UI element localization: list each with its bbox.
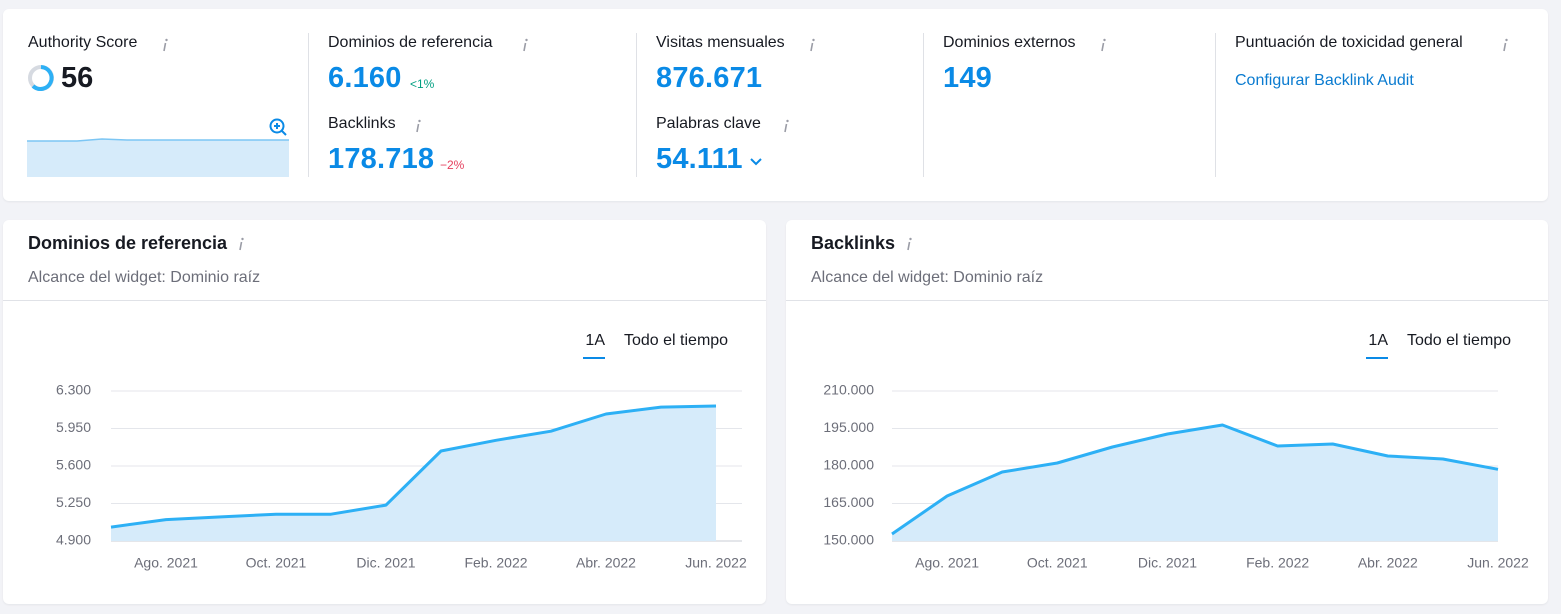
- chart: 4.900 5.250 5.600 5.950 6.300 Ago. 2021 Oct. 2…: [56, 382, 747, 571]
- info-icon[interactable]: [161, 38, 169, 52]
- chart: 150.000 165.000 180.000 195.000 210.000 Ago. …: [823, 382, 1529, 571]
- y-tick-label: 5.250: [56, 494, 91, 510]
- metric-label: Palabras clave: [656, 115, 761, 132]
- x-tick-label: Feb. 2022: [464, 555, 527, 571]
- range-option[interactable]: Todo el tiempo: [1407, 332, 1512, 349]
- chart-title: Dominios de referencia: [28, 233, 228, 253]
- range-option[interactable]: Todo el tiempo: [624, 332, 729, 349]
- range-underline: [583, 357, 605, 359]
- info-icon[interactable]: [1099, 38, 1107, 52]
- info-icon[interactable]: [521, 38, 529, 52]
- metric-value: 56: [61, 62, 94, 94]
- divider: [636, 33, 637, 177]
- info-icon[interactable]: [1501, 38, 1509, 52]
- metric-label: Visitas mensuales: [656, 34, 785, 51]
- dropdown-chevron[interactable]: [749, 157, 763, 167]
- x-tick-label: Oct. 2021: [1027, 555, 1088, 571]
- chart-title: Backlinks: [811, 233, 896, 253]
- score-donut: [28, 65, 54, 91]
- info-icon[interactable]: [414, 119, 422, 133]
- divider: [3, 300, 766, 301]
- range-underline: [1366, 357, 1388, 359]
- sparkline: [27, 118, 289, 177]
- metric-value: 149: [943, 62, 992, 94]
- metric-value[interactable]: 54.111: [656, 143, 743, 175]
- metric-label: Dominios externos: [943, 34, 1076, 51]
- y-tick-label: 180.000: [823, 457, 874, 473]
- info-icon[interactable]: [808, 38, 816, 52]
- metric-change: <1%: [410, 77, 435, 91]
- x-tick-label: Jun. 2022: [1467, 555, 1529, 571]
- area: [892, 425, 1498, 541]
- y-tick-label: 5.950: [56, 419, 91, 435]
- chart-card: Dominios de referencia Alcance del widget…: [3, 220, 766, 604]
- metric-label: Backlinks: [328, 115, 396, 132]
- x-tick-label: Abr. 2022: [576, 555, 636, 571]
- divider: [786, 300, 1548, 301]
- divider: [923, 33, 924, 177]
- y-tick-label: 6.300: [56, 382, 91, 398]
- metric-label: Puntuación de toxicidad general: [1235, 34, 1463, 51]
- x-tick-label: Dic. 2021: [356, 555, 415, 571]
- x-tick-label: Oct. 2021: [246, 555, 307, 571]
- x-tick-label: Jun. 2022: [685, 555, 747, 571]
- chart-subtitle: Alcance del widget: Dominio raíz: [28, 269, 261, 286]
- x-tick-label: Dic. 2021: [1138, 555, 1197, 571]
- metric-label: Authority Score: [28, 34, 138, 51]
- metric-value: 178.718: [328, 143, 435, 175]
- link[interactable]: Configurar Backlink Audit: [1235, 72, 1414, 89]
- x-tick-label: Abr. 2022: [1358, 555, 1418, 571]
- metric-value: 6.160: [328, 62, 402, 94]
- info-icon[interactable]: [237, 237, 245, 251]
- chart-card: Backlinks Alcance del widget: Dominio raí…: [786, 220, 1548, 604]
- y-tick-label: 195.000: [823, 419, 874, 435]
- info-icon[interactable]: [905, 237, 913, 251]
- x-tick-label: Ago. 2021: [134, 555, 198, 571]
- range-option[interactable]: 1A: [585, 332, 605, 349]
- line: [891, 423, 1499, 536]
- metric-value: 876.671: [656, 62, 763, 94]
- summary-card: Authority Score 56 Dominios de referenci…: [3, 9, 1548, 201]
- area: [111, 406, 716, 541]
- divider: [308, 33, 309, 177]
- x-tick-label: Ago. 2021: [915, 555, 979, 571]
- chart-subtitle: Alcance del widget: Dominio raíz: [811, 269, 1044, 286]
- y-tick-label: 150.000: [823, 532, 874, 548]
- range-option[interactable]: 1A: [1368, 332, 1388, 349]
- line: [110, 404, 717, 529]
- divider: [1215, 33, 1216, 177]
- y-tick-label: 165.000: [823, 494, 874, 510]
- info-icon[interactable]: [782, 119, 790, 133]
- metric-label: Dominios de referencia: [328, 34, 493, 51]
- y-tick-label: 210.000: [823, 382, 874, 398]
- x-tick-label: Feb. 2022: [1246, 555, 1309, 571]
- y-tick-label: 4.900: [56, 532, 91, 548]
- metric-change: −2%: [440, 158, 465, 172]
- y-tick-label: 5.600: [56, 457, 91, 473]
